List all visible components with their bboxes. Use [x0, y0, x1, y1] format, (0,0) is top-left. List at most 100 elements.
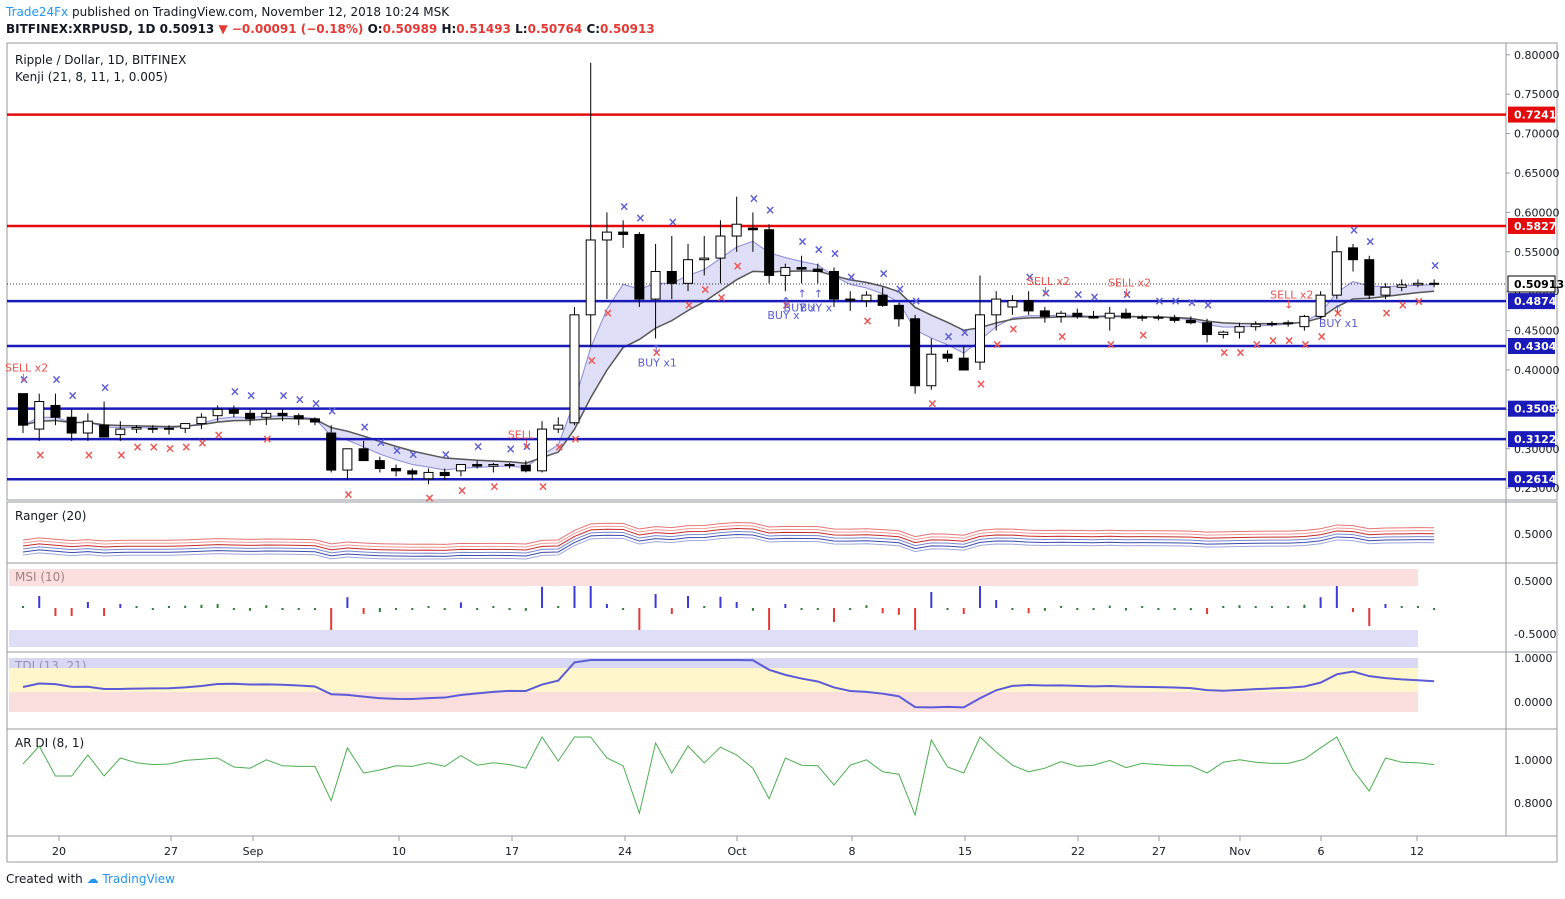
msi-bar — [103, 608, 106, 616]
stop-marker: × — [197, 436, 207, 450]
stop-marker: × — [911, 294, 921, 308]
level-label-bg — [1508, 471, 1555, 488]
candle-up — [212, 408, 223, 417]
stop-marker: × — [1300, 338, 1310, 352]
level-label: 0.43043 — [1514, 340, 1564, 353]
candle-up — [131, 427, 142, 430]
candle-down — [958, 357, 969, 371]
level-label-bg — [1508, 106, 1555, 123]
level-label: 0.72416 — [1514, 109, 1564, 122]
stop-marker: × — [716, 290, 726, 304]
y-tick-label: 0.45000 — [1514, 325, 1560, 338]
x-tick-label: 22 — [1071, 845, 1085, 858]
stop-marker: × — [1333, 306, 1343, 320]
level-label: 0.35089 — [1514, 403, 1564, 416]
candle-down — [1202, 322, 1213, 336]
x-tick-label: 15 — [958, 845, 972, 858]
msi-bar — [281, 608, 284, 610]
candle-up — [1007, 300, 1018, 308]
stop-marker: × — [522, 440, 532, 454]
level-label-bg — [1508, 338, 1555, 355]
buy-arrow-icon: ↑ — [781, 295, 790, 308]
stop-marker: × — [1138, 328, 1148, 342]
candle-down — [1072, 312, 1083, 317]
stop-marker: × — [733, 259, 743, 273]
close-value: 0.50913 — [600, 22, 655, 36]
stop-marker: × — [749, 191, 759, 205]
author-link[interactable]: Trade24Fx — [6, 5, 69, 19]
y-tick-label: 0.5000 — [1514, 528, 1553, 541]
msi-bar — [1060, 606, 1063, 608]
msi-bar — [800, 608, 803, 610]
candle-up — [34, 401, 45, 430]
candle-up — [1250, 323, 1261, 328]
candle-up — [715, 235, 726, 259]
stop-marker: × — [1252, 338, 1262, 352]
ranger-line — [22, 531, 1435, 554]
candle-up — [423, 471, 434, 480]
candle-down — [910, 318, 921, 387]
candle-up — [1283, 322, 1294, 325]
candle-up — [1396, 284, 1407, 288]
tradingview-link[interactable]: TradingView — [102, 872, 175, 886]
y-tick-label: 0.5000 — [1514, 575, 1553, 588]
stop-marker: × — [149, 440, 159, 454]
msi-bar — [962, 608, 965, 614]
stop-marker: × — [489, 479, 499, 493]
sell-arrow-icon: ↓ — [1284, 298, 1293, 311]
stop-marker: × — [652, 345, 662, 359]
candle-down — [796, 267, 807, 270]
stop-marker: × — [1414, 294, 1424, 308]
candle-up — [1315, 294, 1326, 317]
stop-marker: × — [133, 440, 143, 454]
msi-bar — [330, 608, 333, 630]
stop-marker: × — [944, 329, 954, 343]
stop-marker: × — [19, 373, 29, 387]
msi-bar — [184, 605, 187, 608]
x-tick-label: 20 — [52, 845, 66, 858]
sell-signal-label: SELL — [508, 429, 535, 442]
candle-down — [99, 424, 110, 438]
candle-down — [358, 448, 369, 462]
candle-down — [520, 464, 531, 472]
candle-up — [991, 298, 1002, 316]
ranger-line — [22, 537, 1435, 560]
msi-bar — [249, 608, 252, 611]
msi-bar — [930, 592, 933, 608]
open-label: O: — [367, 22, 383, 36]
created-with-text: Created with — [6, 872, 83, 886]
msi-bar — [1011, 608, 1014, 610]
candle-down — [1429, 282, 1440, 285]
candle-down — [812, 268, 823, 272]
stop-marker: × — [214, 428, 224, 442]
y-tick-label: 1.0000 — [1514, 754, 1553, 767]
stop-marker: × — [830, 247, 840, 261]
msi-bar — [557, 606, 560, 608]
candle-up — [488, 464, 499, 467]
x-tick-label: 8 — [849, 845, 856, 858]
candle-up — [1331, 251, 1342, 296]
msi-bar — [22, 606, 24, 608]
stop-marker: × — [1317, 330, 1327, 344]
msi-bar — [1238, 605, 1241, 608]
candle-up — [683, 259, 694, 284]
sell-arrow-icon: ↓ — [522, 439, 531, 452]
buy-signal-label: BUY x — [767, 309, 800, 322]
chart-legend-title: Ripple / Dollar, 1D, BITFINEX — [15, 53, 186, 67]
msi-bar — [508, 608, 511, 610]
stop-marker: × — [1025, 270, 1035, 284]
y-tick-label: 0.8000 — [1514, 797, 1553, 810]
msi-bar — [670, 608, 673, 614]
stop-marker: × — [1106, 338, 1116, 352]
y-tick-label: 0.60000 — [1514, 206, 1560, 219]
candle-down — [50, 404, 61, 418]
msi-bar — [1027, 608, 1030, 614]
msi-bar — [362, 608, 365, 614]
candle-down — [293, 415, 304, 420]
candle-down — [472, 464, 483, 467]
stop-marker: × — [262, 432, 272, 446]
candle-up — [261, 412, 272, 418]
x-tick-label: 27 — [1152, 845, 1166, 858]
candle-down — [245, 412, 256, 420]
